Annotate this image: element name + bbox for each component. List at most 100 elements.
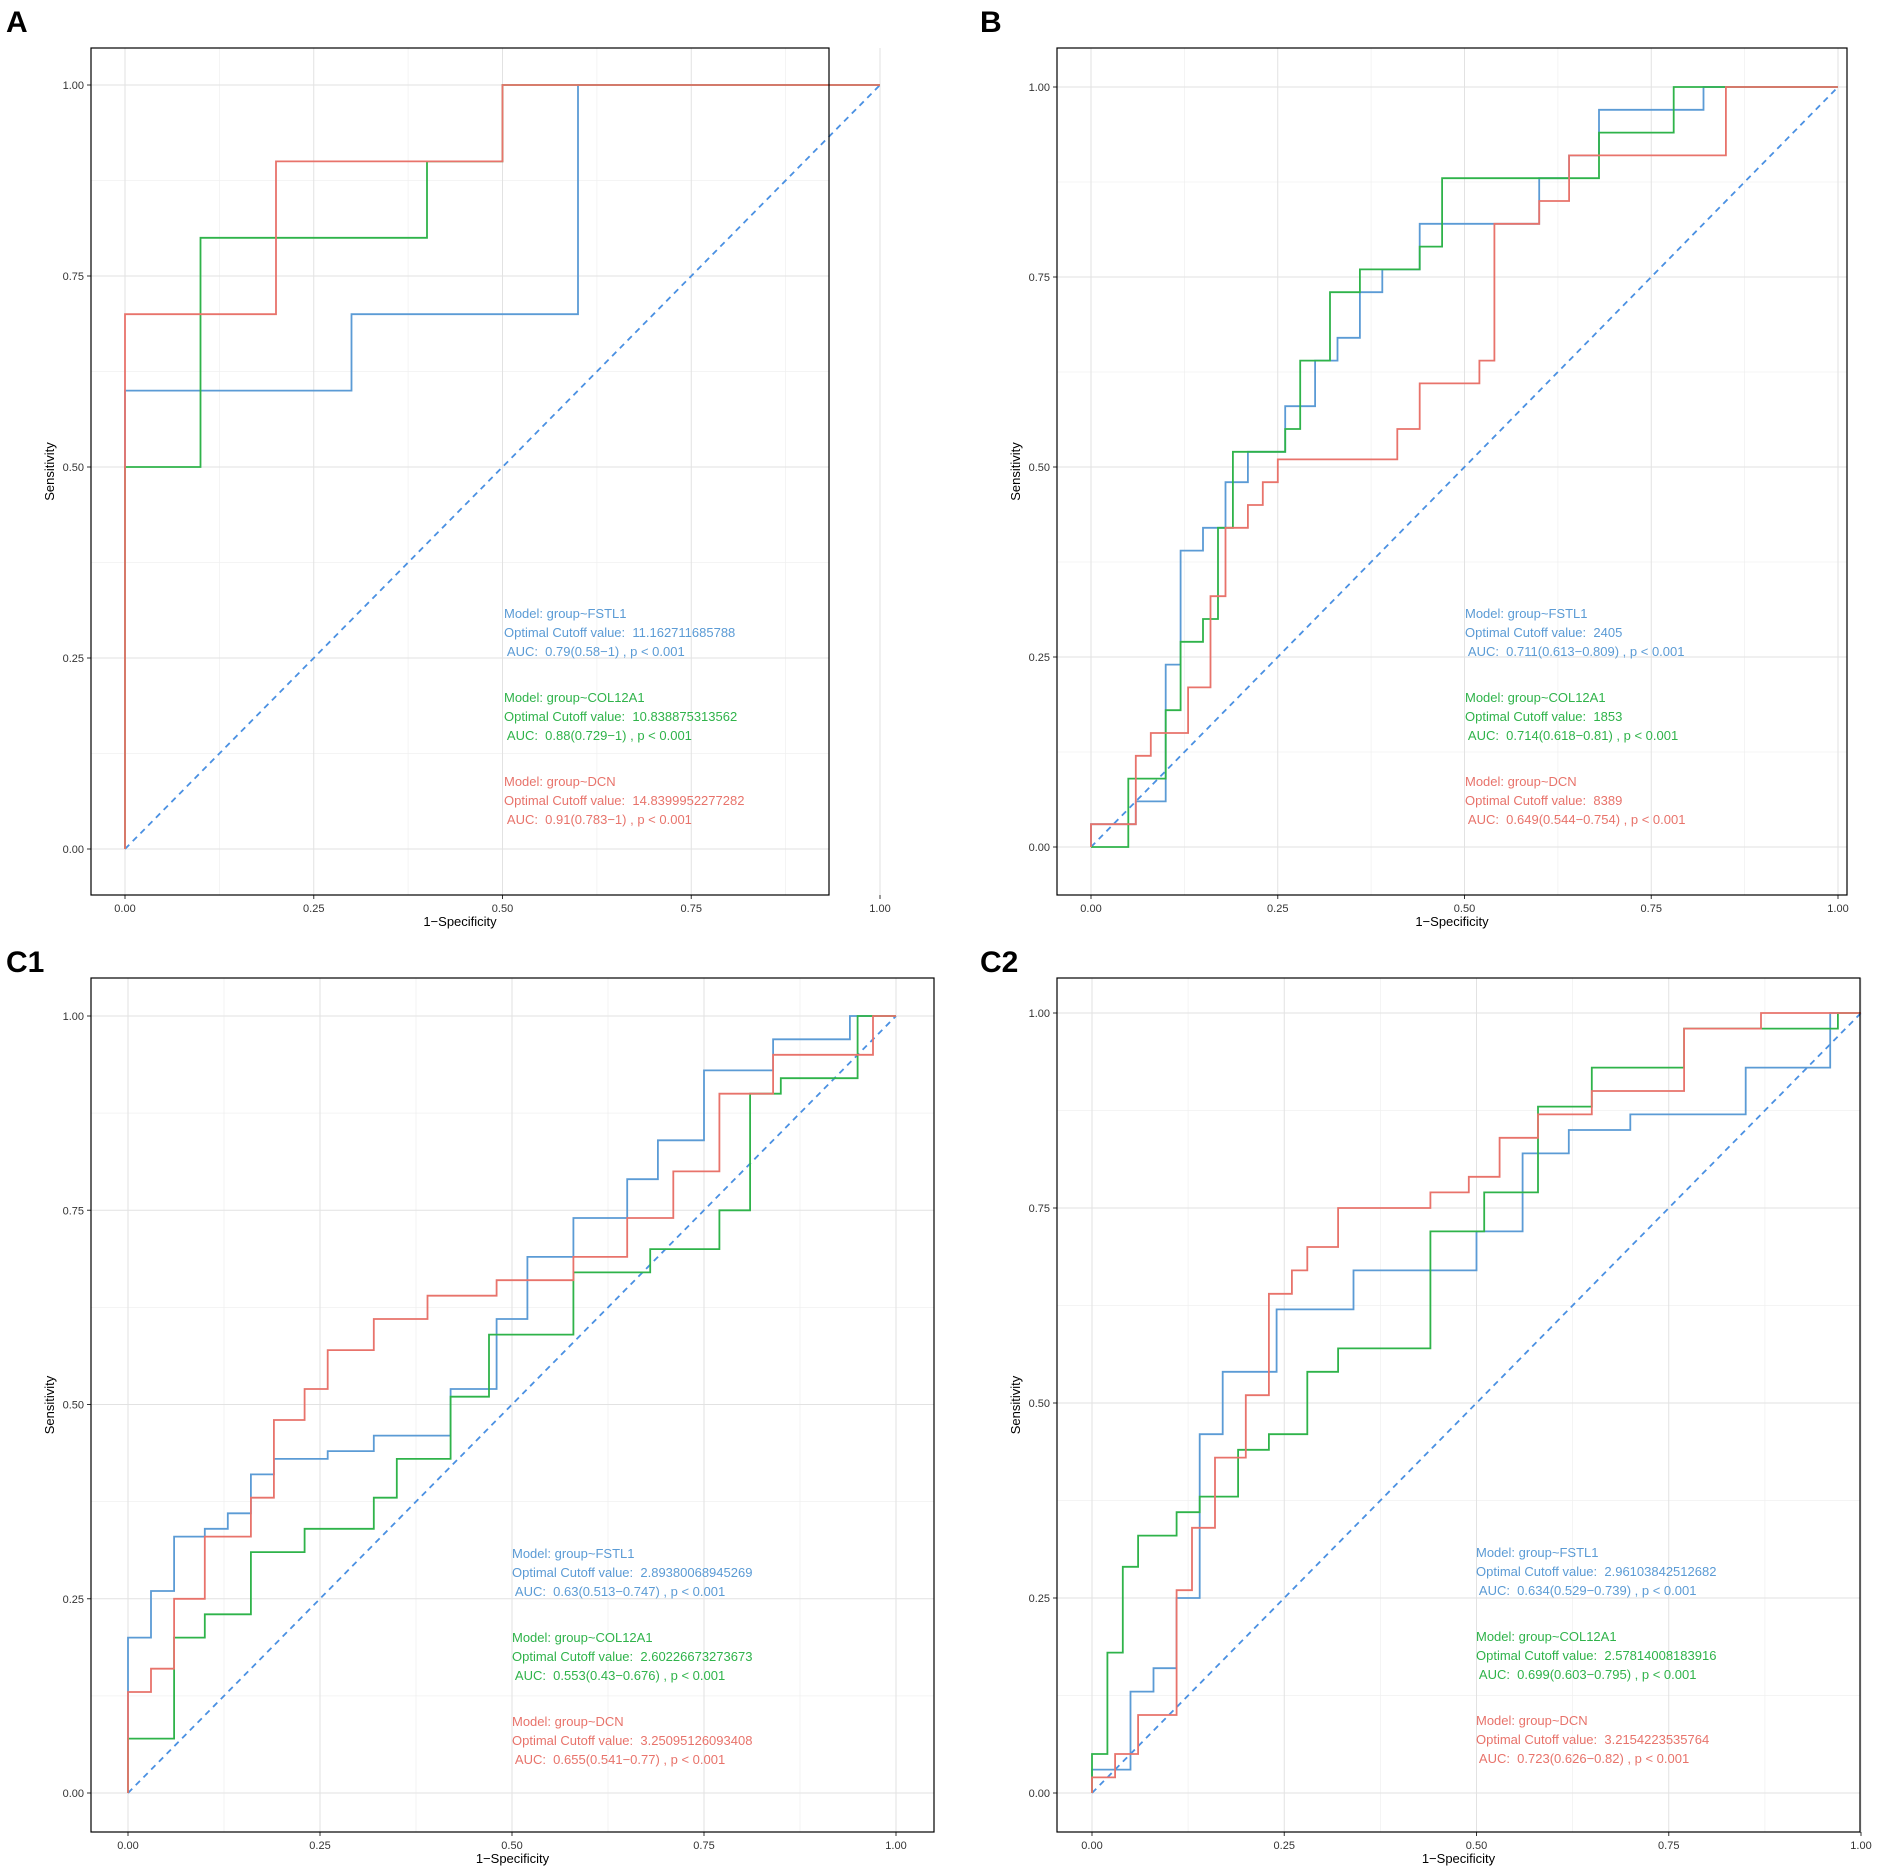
x-tick-label: 1.00 (1827, 903, 1848, 915)
y-tick-label: 0.50 (63, 1400, 84, 1412)
y-axis-title: Sensitivity (42, 442, 57, 501)
x-tick-label: 0.25 (1267, 903, 1288, 915)
y-tick-label: 1.00 (1029, 82, 1050, 94)
annotation-dcn-cutoff: Optimal Cutoff value: 8389 (1465, 793, 1622, 808)
y-axis-title: Sensitivity (1008, 1375, 1023, 1434)
x-tick-label: 0.50 (1454, 903, 1475, 915)
y-tick-label: 1.00 (1029, 1008, 1050, 1020)
annotation-col12a1-model: Model: group~COL12A1 (1465, 690, 1606, 705)
roc-curve-dcn (127, 1015, 896, 1793)
annotation-dcn-auc: AUC: 0.91(0.783−1) , p < 0.001 (504, 812, 692, 827)
annotation-col12a1-model: Model: group~COL12A1 (512, 1630, 653, 1645)
x-tick-label: 1.00 (885, 1840, 906, 1852)
annotation-col12a1-cutoff: Optimal Cutoff value: 10.838875313562 (504, 709, 737, 724)
annotation-col12a1-model: Model: group~COL12A1 (504, 690, 645, 705)
reference-diagonal (124, 84, 881, 850)
y-tick-label: 0.50 (1029, 1398, 1050, 1410)
x-axis-title: 1−Specificity (1422, 1851, 1496, 1866)
annotation-dcn-auc: AUC: 0.723(0.626−0.82) , p < 0.001 (1476, 1751, 1689, 1766)
roc-curve-dcn (1091, 1012, 1861, 1793)
annotation-fstl1-auc: AUC: 0.63(0.513−0.747) , p < 0.001 (512, 1584, 725, 1599)
annotation-fstl1-model: Model: group~FSTL1 (1465, 606, 1587, 621)
roc-curve-fstl1 (1091, 1012, 1861, 1793)
x-tick-label: 0.00 (114, 903, 135, 915)
x-tick-label: 0.75 (1658, 1840, 1679, 1852)
annotation-fstl1-model: Model: group~FSTL1 (504, 606, 626, 621)
annotation-col12a1-auc: AUC: 0.714(0.618−0.81) , p < 0.001 (1465, 728, 1678, 743)
annotation-dcn-model: Model: group~DCN (1465, 774, 1577, 789)
reference-diagonal (1090, 86, 1839, 848)
roc-curve-col12a1 (1091, 1012, 1861, 1793)
roc-curve-col12a1 (1091, 86, 1838, 848)
annotation-fstl1-model: Model: group~FSTL1 (512, 1546, 634, 1561)
roc-curve-dcn (124, 84, 880, 849)
x-axis-title: 1−Specificity (476, 1851, 550, 1866)
x-axis-title: 1−Specificity (1415, 914, 1489, 929)
annotation-dcn-auc: AUC: 0.649(0.544−0.754) , p < 0.001 (1465, 812, 1685, 827)
annotation-fstl1-model: Model: group~FSTL1 (1476, 1545, 1598, 1560)
plot-frame (1056, 47, 1848, 896)
y-tick-label: 0.25 (63, 653, 84, 665)
annotation-fstl1-cutoff: Optimal Cutoff value: 2405 (1465, 625, 1622, 640)
y-tick-label: 0.50 (63, 462, 84, 474)
x-tick-label: 0.25 (303, 903, 324, 915)
annotation-fstl1-auc: AUC: 0.711(0.613−0.809) , p < 0.001 (1465, 644, 1684, 659)
x-tick-label: 0.00 (1080, 903, 1101, 915)
annotation-col12a1-model: Model: group~COL12A1 (1476, 1629, 1617, 1644)
y-tick-label: 0.75 (1029, 1203, 1050, 1215)
y-axis-title: Sensitivity (42, 1375, 57, 1434)
y-tick-label: 1.00 (63, 1011, 84, 1023)
annotation-dcn-model: Model: group~DCN (1476, 1713, 1588, 1728)
panel-label: C1 (6, 946, 44, 979)
annotation-fstl1-cutoff: Optimal Cutoff value: 2.89380068945269 (512, 1565, 752, 1580)
x-tick-label: 0.50 (501, 1840, 522, 1852)
annotation-fstl1-auc: AUC: 0.79(0.58−1) , p < 0.001 (504, 644, 685, 659)
x-tick-label: 0.75 (681, 903, 702, 915)
annotation-dcn-cutoff: Optimal Cutoff value: 14.8399952277282 (504, 793, 744, 808)
y-tick-label: 0.25 (63, 1594, 84, 1606)
y-tick-label: 0.75 (63, 271, 84, 283)
annotation-col12a1-auc: AUC: 0.699(0.603−0.795) , p < 0.001 (1476, 1667, 1696, 1682)
plot-frame (1056, 977, 1861, 1833)
annotation-dcn-cutoff: Optimal Cutoff value: 3.2154223535764 (1476, 1732, 1709, 1747)
y-tick-label: 0.00 (1029, 842, 1050, 854)
y-axis-title: Sensitivity (1008, 442, 1023, 501)
annotation-fstl1-cutoff: Optimal Cutoff value: 2.96103842512682 (1476, 1564, 1716, 1579)
x-tick-label: 0.50 (1466, 1840, 1487, 1852)
panel-label: C2 (980, 946, 1018, 979)
plot-frame (90, 47, 830, 896)
x-tick-label: 1.00 (1850, 1840, 1871, 1852)
y-tick-label: 0.00 (1029, 1788, 1050, 1800)
annotation-dcn-auc: AUC: 0.655(0.541−0.77) , p < 0.001 (512, 1752, 725, 1767)
y-tick-label: 0.75 (63, 1205, 84, 1217)
y-tick-label: 0.50 (1029, 462, 1050, 474)
x-tick-label: 0.25 (1274, 1840, 1295, 1852)
x-tick-label: 0.75 (693, 1840, 714, 1852)
annotation-col12a1-auc: AUC: 0.553(0.43−0.676) , p < 0.001 (512, 1668, 725, 1683)
panel-c1: C1 0.00 0.00 0.25 0.25 0.50 0.50 0.75 0.75 1.00 1.… (6, 946, 935, 1866)
y-tick-label: 0.25 (1029, 652, 1050, 664)
annotation-col12a1-cutoff: Optimal Cutoff value: 2.57814008183916 (1476, 1648, 1716, 1663)
panel-c2: C2 0.00 0.00 0.25 0.25 0.50 0.50 0.75 0.75 1.00 1.… (980, 946, 1872, 1866)
y-tick-label: 0.75 (1029, 272, 1050, 284)
x-tick-label: 1.00 (869, 903, 890, 915)
annotation-fstl1-auc: AUC: 0.634(0.529−0.739) , p < 0.001 (1476, 1583, 1696, 1598)
x-tick-label: 0.00 (117, 1840, 138, 1852)
y-tick-label: 0.25 (1029, 1593, 1050, 1605)
annotation-dcn-cutoff: Optimal Cutoff value: 3.25095126093408 (512, 1733, 752, 1748)
x-tick-label: 0.25 (309, 1840, 330, 1852)
annotation-dcn-model: Model: group~DCN (504, 774, 616, 789)
annotation-dcn-model: Model: group~DCN (512, 1714, 624, 1729)
annotation-col12a1-cutoff: Optimal Cutoff value: 2.60226673273673 (512, 1649, 752, 1664)
y-tick-label: 0.00 (63, 1788, 84, 1800)
panel-a: A 0.00 0.00 0.25 0.25 0.50 0.50 0.75 0.75 1.00 1.0… (6, 6, 891, 929)
annotation-col12a1-auc: AUC: 0.88(0.729−1) , p < 0.001 (504, 728, 692, 743)
annotation-col12a1-cutoff: Optimal Cutoff value: 1853 (1465, 709, 1622, 724)
x-tick-label: 0.75 (1641, 903, 1662, 915)
y-tick-label: 1.00 (63, 80, 84, 92)
roc-curve-dcn (1090, 86, 1838, 847)
annotation-fstl1-cutoff: Optimal Cutoff value: 11.162711685788 (504, 625, 735, 640)
y-tick-label: 0.00 (63, 844, 84, 856)
x-tick-label: 0.50 (492, 903, 513, 915)
